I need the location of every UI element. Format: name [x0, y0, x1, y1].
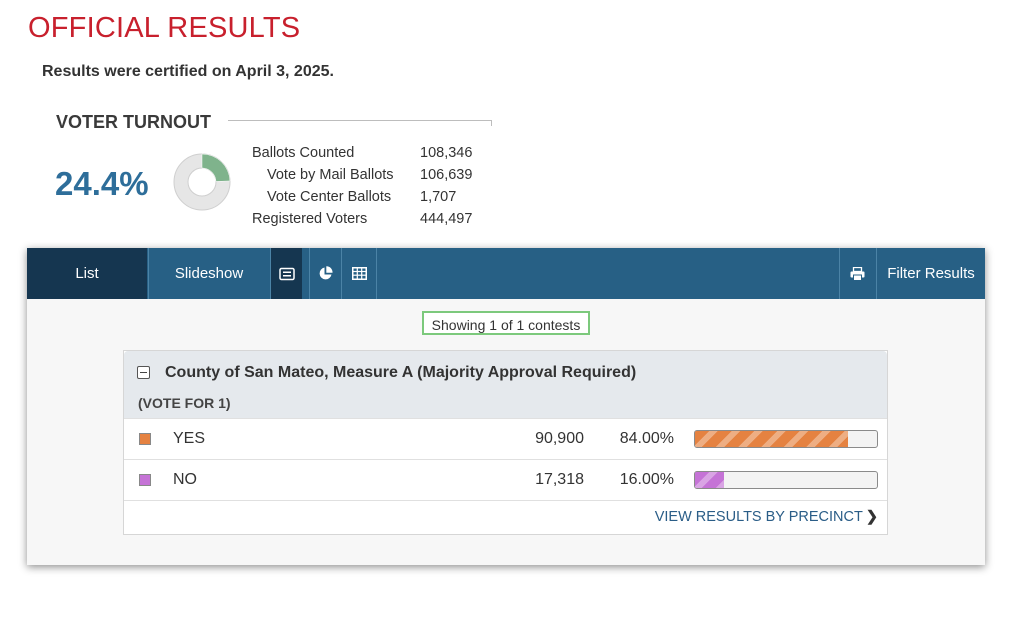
candidate-votes: 17,318 — [535, 471, 584, 488]
candidate-name: YES — [173, 430, 206, 447]
pie-chart-icon — [319, 266, 333, 280]
results-panel: List Slideshow — [27, 248, 985, 565]
turnout-stats: Ballots Counted 108,346 Vote by Mail Bal… — [252, 142, 492, 230]
collapse-icon[interactable] — [137, 366, 150, 379]
contest-count-status: Showing 1 of 1 contests — [422, 311, 590, 335]
candidate-progress-bar — [694, 471, 878, 489]
stat-vote-center: Vote Center Ballots 1,707 — [252, 186, 492, 208]
stat-vote-by-mail: Vote by Mail Ballots 106,639 — [252, 164, 492, 186]
candidate-color-swatch — [139, 433, 151, 445]
progress-fill — [695, 431, 848, 447]
turnout-percent: 24.4% — [55, 165, 149, 202]
chevron-right-icon: ❯ — [865, 509, 878, 525]
vote-for-label: (VOTE FOR 1) — [138, 395, 231, 411]
stat-value: 106,639 — [420, 167, 473, 183]
print-button[interactable] — [839, 248, 875, 299]
list-view-icon — [278, 267, 295, 280]
progress-fill — [695, 472, 725, 488]
stat-label: Registered Voters — [252, 211, 368, 227]
turnout-donut-chart — [173, 153, 231, 211]
candidate-color-swatch — [139, 474, 151, 486]
contest-header: County of San Mateo, Measure A (Majority… — [124, 351, 887, 418]
table-view-button[interactable] — [341, 248, 377, 299]
table-icon — [351, 267, 367, 280]
page-title: OFFICIAL RESULTS — [28, 12, 301, 44]
stat-label: Vote by Mail Ballots — [267, 167, 394, 183]
stat-label: Vote Center Ballots — [267, 189, 392, 205]
candidate-row-no: NO 17,318 16.00% — [124, 459, 887, 500]
filter-results-button[interactable]: Filter Results — [876, 248, 985, 299]
results-toolbar: List Slideshow — [27, 248, 985, 299]
stat-ballots-counted: Ballots Counted 108,346 — [252, 142, 492, 164]
candidate-percent: 84.00% — [619, 430, 674, 447]
candidate-votes: 90,900 — [535, 430, 584, 447]
contest-title: County of San Mateo, Measure A (Majority… — [165, 364, 637, 381]
voter-turnout-heading: VOTER TURNOUT — [56, 112, 211, 132]
stat-label: Ballots Counted — [252, 145, 355, 161]
candidate-progress-bar — [694, 430, 878, 448]
precinct-link-label: VIEW RESULTS BY PRECINCT — [654, 509, 863, 525]
stat-value: 108,346 — [420, 145, 473, 161]
tab-list[interactable]: List — [27, 248, 147, 299]
print-icon — [850, 266, 865, 281]
stat-registered-voters: Registered Voters 444,497 — [252, 208, 492, 230]
list-view-button[interactable] — [270, 248, 302, 299]
tab-slideshow[interactable]: Slideshow — [148, 248, 269, 299]
row-divider — [124, 500, 887, 501]
stat-value: 1,707 — [420, 189, 457, 205]
view-results-by-precinct-link[interactable]: VIEW RESULTS BY PRECINCT ❯ — [655, 509, 878, 525]
candidate-percent: 16.00% — [619, 471, 674, 488]
contest-card: County of San Mateo, Measure A (Majority… — [123, 350, 888, 535]
chart-view-button[interactable] — [309, 248, 341, 299]
certified-notice: Results were certified on April 3, 2025. — [42, 63, 334, 80]
donut-turnout-slice — [201, 153, 231, 182]
turnout-divider — [228, 120, 492, 126]
stat-value: 444,497 — [420, 211, 473, 227]
candidate-row-yes: YES 90,900 84.00% — [124, 418, 887, 459]
candidate-name: NO — [173, 471, 197, 488]
